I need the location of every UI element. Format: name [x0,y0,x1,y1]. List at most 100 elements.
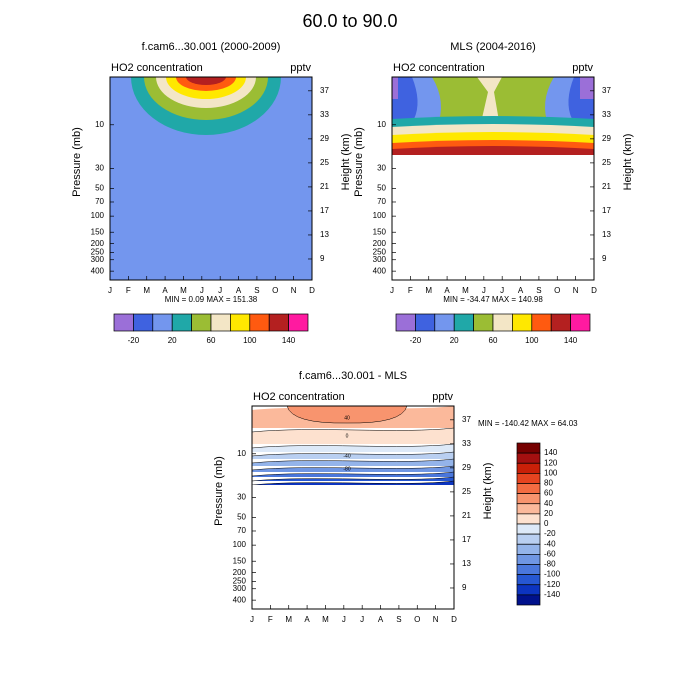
contour-line [252,443,454,449]
y2-tick-label: 13 [462,559,471,568]
y-tick-label: 50 [95,184,104,193]
colorbar-label: -40 [544,539,556,548]
y-tick-label: 100 [233,540,247,549]
y-tick-label: 30 [95,163,104,172]
y-tick-label: 200 [373,239,387,248]
colorbar-label: 0 [544,519,549,528]
colorbar-label: -20 [544,529,556,538]
y-tick-label: 70 [95,197,104,206]
x-tick-label: S [254,286,259,295]
colorbar-box [492,313,513,332]
y2-axis-label: Height (km) [622,134,634,191]
y2-tick-label: 37 [320,86,329,95]
y2-tick-label: 21 [320,182,329,191]
contour-line [252,465,454,471]
colorbar-box [516,452,541,464]
x-tick-label: J [482,286,486,295]
colorbar-label: -20 [410,336,422,345]
x-tick-label: O [554,286,560,295]
colorbar-box [516,503,541,515]
y-tick-label: 200 [233,568,247,577]
right-label: pptv [572,62,593,74]
contour-fills [392,77,594,155]
y-tick-label: 300 [233,584,247,593]
contour-fill [286,406,408,424]
y-tick-label: 10 [95,120,104,129]
contour-fill [392,77,398,99]
colorbar-box [415,313,436,332]
contour-fill [186,77,226,85]
colorbar-box [268,313,289,332]
y-tick-label: 300 [91,255,105,264]
x-tick-label: J [360,615,364,624]
colorbar-label: 60 [207,336,216,345]
left-label: HO2 concentration [111,62,203,74]
panel-title: f.cam6...30.001 - MLS [299,370,407,382]
colorbar-box [516,442,541,454]
colorbar-box [516,543,541,555]
colorbar-box [516,574,541,586]
colorbar-box [516,462,541,474]
plot-frame [109,76,313,281]
y2-tick-label: 25 [320,158,329,167]
x-tick-label: M [180,286,187,295]
x-tick-label: M [143,286,150,295]
right-label: pptv [432,391,453,403]
x-tick-label: N [433,615,439,624]
contour-fills [110,77,312,280]
y-tick-label: 400 [233,595,247,604]
colorbar-box [133,313,154,332]
y-tick-label: 100 [373,211,387,220]
contour-line [252,451,454,457]
y-tick-label: 30 [237,492,246,501]
colorbar-label: 120 [544,458,558,467]
y2-tick-label: 37 [462,415,471,424]
contour-fills [252,406,454,609]
contour-line [252,480,454,486]
colorbar-box [516,483,541,494]
x-tick-label: A [236,286,242,295]
x-tick-label: O [272,286,278,295]
y-tick-label: 400 [373,266,387,275]
colorbar-box [434,313,455,332]
y2-tick-label: 13 [320,230,329,239]
contour-fill [392,116,594,127]
colorbar-box [516,523,541,535]
contour-fill [252,428,454,444]
y-axis-label: Pressure (mb) [213,456,225,526]
contour-fill [252,459,454,466]
x-tick-label: J [108,286,112,295]
colorbar-label: 60 [489,336,498,345]
contour-fill [392,146,594,155]
x-tick-label: D [309,286,315,295]
plot-frame [251,405,455,610]
x-tick-label: F [126,286,131,295]
contour-line [252,427,454,433]
y2-tick-label: 21 [462,511,471,520]
y2-tick-label: 33 [462,439,471,448]
x-tick-label: M [322,615,329,624]
contour-fill [392,124,594,135]
colorbar-box [191,313,212,332]
y-tick-label: 10 [377,120,386,129]
x-tick-label: J [390,286,394,295]
contour-line [252,458,454,464]
colorbar-box [395,313,416,332]
y2-tick-label: 21 [602,182,611,191]
left-label: HO2 concentration [393,62,485,74]
y2-tick-label: 13 [602,230,611,239]
stats: MIN = -140.42 MAX = 64.03 [478,419,578,428]
right-label: pptv [290,62,311,74]
x-tick-label: A [378,615,384,624]
contour-line [252,476,454,482]
colorbar-label: -60 [544,549,556,558]
stats: MIN = -34.47 MAX = 140.98 [443,295,543,304]
colorbar-label: 20 [450,336,459,345]
contour-label: -80 [343,466,350,472]
colorbar-label: 140 [544,448,558,457]
y-tick-label: 250 [91,248,105,257]
colorbar-box [230,313,251,332]
y-tick-label: 70 [377,197,386,206]
colorbar-box [473,313,494,332]
panel-title: MLS (2004-2016) [450,41,536,53]
